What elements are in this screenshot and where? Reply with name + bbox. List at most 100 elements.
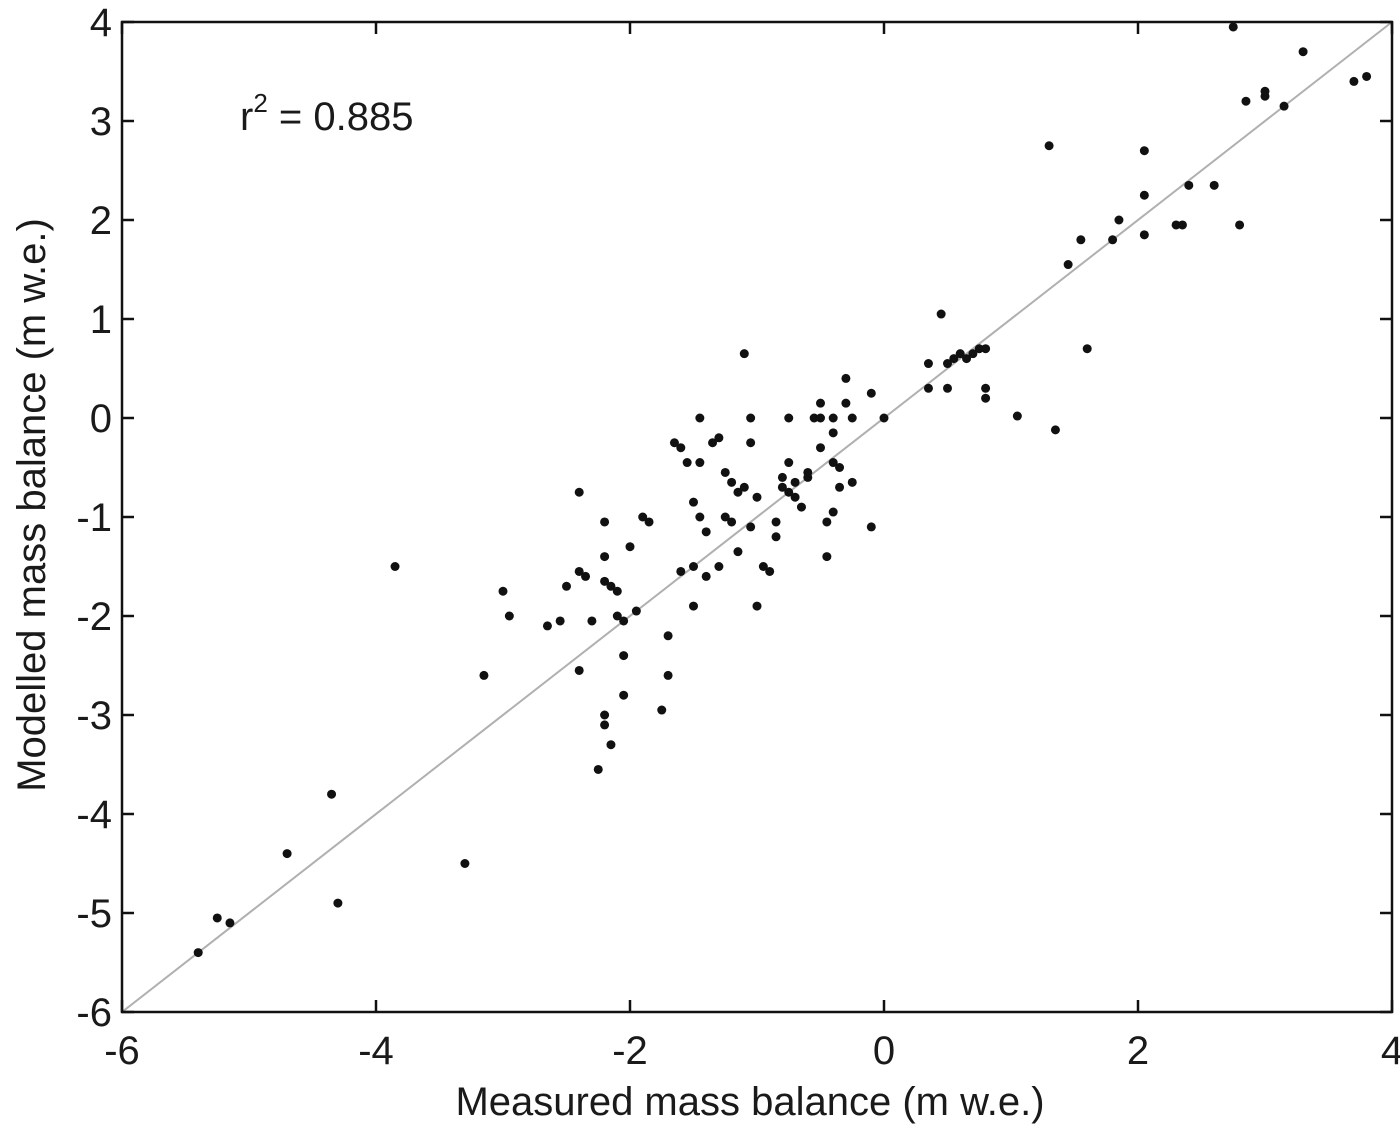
data-point (689, 497, 698, 507)
data-point (1114, 215, 1124, 225)
data-point (390, 562, 400, 571)
data-point (676, 443, 686, 453)
x-tick-label: -4 (358, 1029, 394, 1073)
data-point (682, 458, 692, 468)
data-point (581, 571, 591, 581)
data-point (822, 517, 832, 527)
data-point (879, 413, 889, 423)
data-point (612, 611, 622, 621)
data-point (809, 413, 819, 423)
data-point (949, 354, 959, 364)
data-point (657, 705, 667, 715)
data-point (669, 438, 679, 448)
data-point (866, 522, 876, 532)
r-squared-annotation: r2 = 0.885 (240, 88, 413, 139)
data-point (1362, 71, 1372, 81)
data-point (600, 552, 610, 562)
data-point (1108, 235, 1118, 245)
data-point (619, 616, 629, 626)
data-point (1044, 141, 1054, 151)
data-point (663, 631, 673, 641)
data-point (695, 458, 705, 468)
data-point (1241, 96, 1251, 106)
data-point (619, 651, 629, 661)
y-axis-ticks: -6 -5 -4 -3 -2 -1 0 1 2 3 4 (76, 1, 1392, 1035)
data-point (1063, 260, 1073, 270)
data-point (720, 467, 730, 477)
data-point (1139, 146, 1149, 156)
data-point (619, 690, 629, 700)
data-point (746, 522, 756, 532)
data-point (212, 913, 222, 923)
annotation-suffix: = 0.885 (268, 95, 414, 139)
data-point (828, 507, 838, 517)
data-point (225, 918, 235, 928)
data-point (777, 482, 787, 492)
x-tick-label: -6 (104, 1029, 140, 1073)
reference-line (121, 21, 1393, 1013)
data-point (1076, 235, 1086, 245)
data-point (600, 720, 610, 730)
data-point (816, 413, 825, 423)
data-point (974, 344, 984, 354)
data-point (1298, 47, 1308, 57)
data-point (765, 566, 775, 576)
data-point (714, 562, 724, 571)
data-point (771, 532, 781, 542)
y-tick-label: 2 (90, 199, 112, 243)
data-point (816, 398, 825, 408)
data-point (727, 517, 737, 527)
data-point (695, 413, 705, 423)
data-point (790, 477, 800, 487)
data-point (612, 586, 622, 596)
data-point (720, 512, 730, 522)
data-point (644, 517, 654, 527)
data-point (1139, 230, 1149, 240)
data-point (1260, 91, 1270, 101)
data-point (746, 413, 756, 423)
data-point (479, 670, 489, 680)
data-point (574, 487, 584, 497)
data-point (841, 398, 851, 408)
data-point (600, 517, 610, 527)
data-point (714, 433, 724, 443)
data-point (752, 492, 762, 502)
data-point (555, 616, 565, 626)
data-point (1050, 425, 1060, 435)
data-point (701, 571, 711, 581)
data-point (460, 859, 470, 868)
data-point (962, 354, 972, 364)
data-point (542, 621, 552, 631)
data-point (574, 566, 584, 576)
y-tick-label: -2 (76, 595, 112, 639)
data-point (746, 438, 756, 448)
data-point (828, 458, 838, 468)
x-tick-label: 0 (873, 1029, 895, 1073)
data-point (593, 764, 603, 774)
y-tick-label: 4 (90, 1, 112, 45)
data-point (600, 576, 610, 586)
data-point (803, 467, 813, 477)
data-point (771, 517, 781, 527)
data-point (600, 710, 610, 720)
data-point (816, 443, 825, 453)
data-points (193, 22, 1372, 958)
data-point (847, 413, 857, 423)
y-tick-label: -4 (76, 793, 112, 837)
data-point (866, 388, 876, 398)
data-point (689, 562, 698, 571)
x-tick-label: 4 (1381, 1029, 1400, 1073)
data-point (790, 492, 800, 502)
data-point (708, 438, 718, 448)
data-point (733, 487, 743, 497)
data-point (638, 512, 648, 522)
data-point (936, 309, 946, 319)
data-point (727, 477, 737, 487)
y-tick-label: 3 (90, 100, 112, 144)
data-point (676, 566, 686, 576)
y-tick-label: 0 (90, 397, 112, 441)
data-point (981, 344, 991, 354)
data-point (1139, 190, 1149, 200)
data-point (923, 383, 933, 393)
